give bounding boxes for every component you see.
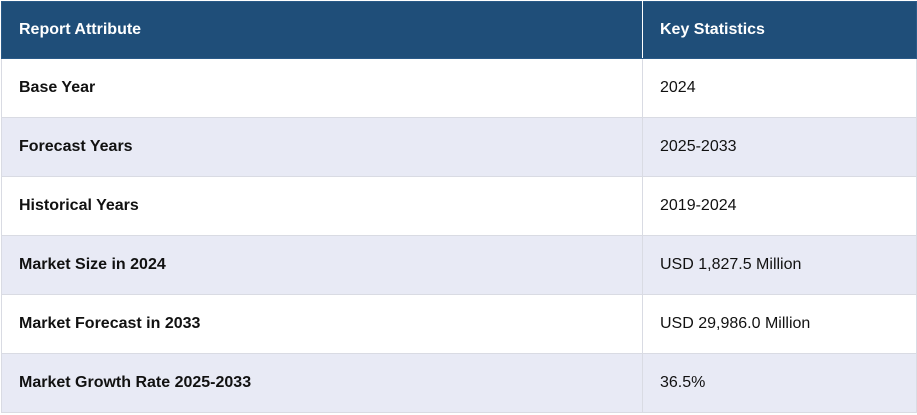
row-value: 2019-2024 (642, 176, 917, 236)
table-row: Base Year 2024 (1, 58, 917, 118)
row-value: 36.5% (642, 353, 917, 413)
row-attribute: Historical Years (1, 176, 643, 236)
row-value: 2025-2033 (642, 117, 917, 177)
row-attribute: Forecast Years (1, 117, 643, 177)
table-body: Base Year 2024 Forecast Years 2025-2033 … (1, 58, 917, 413)
table-row: Forecast Years 2025-2033 (1, 117, 917, 177)
header-key-statistics: Key Statistics (642, 1, 917, 59)
header-row: Report Attribute Key Statistics (1, 1, 917, 59)
row-attribute: Market Size in 2024 (1, 235, 643, 295)
table-row: Market Size in 2024 USD 1,827.5 Million (1, 235, 917, 295)
row-value: USD 29,986.0 Million (642, 294, 917, 354)
row-attribute: Market Forecast in 2033 (1, 294, 643, 354)
row-value: USD 1,827.5 Million (642, 235, 917, 295)
table-row: Historical Years 2019-2024 (1, 176, 917, 236)
table-row: Market Forecast in 2033 USD 29,986.0 Mil… (1, 294, 917, 354)
table-header: Report Attribute Key Statistics (1, 1, 917, 59)
header-report-attribute: Report Attribute (1, 1, 643, 59)
row-attribute: Base Year (1, 58, 643, 118)
row-value: 2024 (642, 58, 917, 118)
row-attribute: Market Growth Rate 2025-2033 (1, 353, 643, 413)
table-row: Market Growth Rate 2025-2033 36.5% (1, 353, 917, 413)
